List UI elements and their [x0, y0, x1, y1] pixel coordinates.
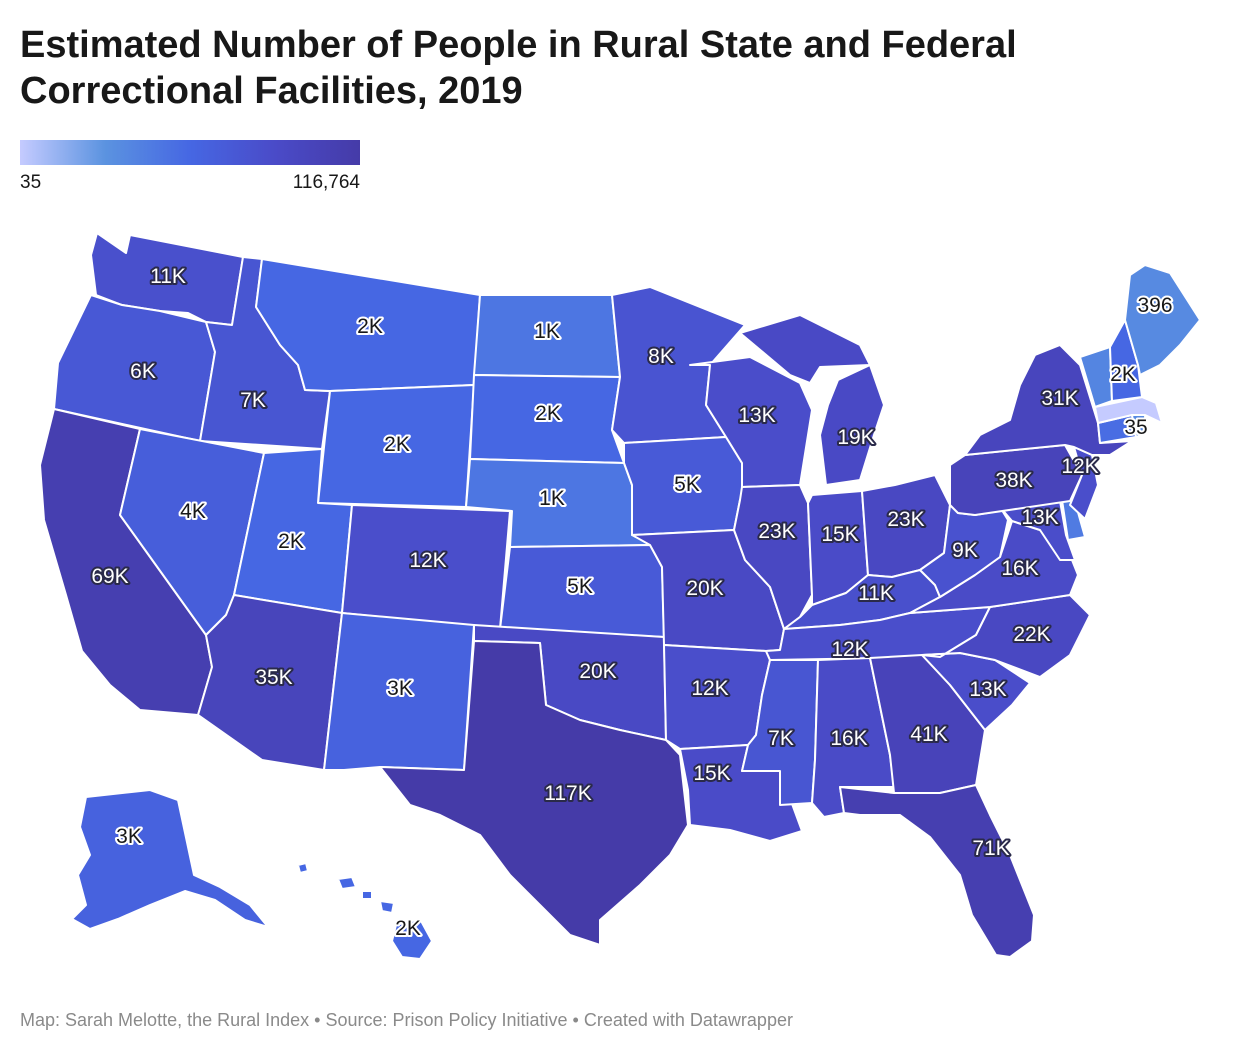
label-al: 16K: [830, 727, 867, 750]
label-ar: 12K: [691, 677, 728, 700]
label-mi: 19K: [837, 426, 874, 449]
state-me[interactable]: [1124, 264, 1201, 376]
label-or: 6K: [130, 360, 156, 383]
legend-gradient-bar: [20, 140, 360, 165]
state-wa[interactable]: [90, 232, 244, 326]
label-ma: 35: [1124, 416, 1147, 439]
state-ma[interactable]: [1094, 396, 1163, 424]
label-nj: 12K: [1061, 455, 1098, 478]
label-tn: 12K: [831, 638, 868, 661]
label-tx: 117K: [544, 782, 592, 805]
label-id: 7K: [240, 389, 266, 412]
label-mt: 2K: [357, 315, 383, 338]
label-wy: 2K: [384, 433, 410, 456]
label-hi: 2K: [395, 917, 421, 940]
state-ak[interactable]: [71, 789, 269, 930]
label-ca: 69K: [91, 565, 128, 588]
state-fl[interactable]: [839, 784, 1035, 958]
state-value-labels: 11K 6K 69K 7K 4K 2K 2K 2K 35K 12K 3K 1K …: [89, 263, 1174, 942]
state-sd[interactable]: [469, 374, 625, 464]
label-ok: 20K: [579, 660, 616, 683]
legend-min-label: 35: [20, 172, 42, 193]
chart-title: Estimated Number of People in Rural Stat…: [20, 24, 1017, 112]
label-me: 396: [1137, 294, 1172, 317]
label-md: 13K: [1021, 506, 1058, 529]
label-ak: 3K: [116, 825, 142, 848]
label-ky: 11K: [858, 582, 894, 605]
state-tx[interactable]: [379, 640, 689, 946]
label-in: 15K: [821, 523, 858, 546]
label-nm: 3K: [387, 677, 413, 700]
state-nh[interactable]: [1109, 319, 1143, 402]
label-ne: 1K: [539, 487, 565, 510]
label-ia: 5K: [674, 473, 700, 496]
label-mn: 8K: [648, 345, 674, 368]
label-ks: 5K: [567, 575, 593, 598]
label-fl: 71K: [972, 837, 1009, 860]
label-nh: 2K: [1110, 363, 1136, 386]
label-wi: 13K: [738, 404, 775, 427]
source-footer: Map: Sarah Melotte, the Rural Index • So…: [20, 1010, 793, 1030]
state-nc[interactable]: [921, 594, 1091, 678]
label-nv: 4K: [180, 500, 206, 523]
us-choropleth-map: 11K 6K 69K 7K 4K 2K 2K 2K 35K 12K 3K 1K …: [39, 232, 1201, 960]
label-wa: 11K: [150, 265, 186, 288]
label-wv: 9K: [952, 539, 978, 562]
label-va: 16K: [1001, 557, 1038, 580]
label-ms: 7K: [768, 727, 794, 750]
label-co: 12K: [409, 549, 446, 572]
label-sd: 2K: [535, 402, 561, 425]
state-hi[interactable]: [297, 862, 433, 960]
state-mi[interactable]: [739, 314, 885, 486]
label-sc: 13K: [969, 678, 1006, 701]
label-pa: 38K: [995, 469, 1032, 492]
label-az: 35K: [255, 666, 292, 689]
label-il: 23K: [758, 520, 795, 543]
state-wv[interactable]: [919, 504, 1009, 598]
label-ny: 31K: [1041, 387, 1078, 410]
label-mo: 20K: [686, 577, 723, 600]
label-oh: 23K: [887, 508, 924, 531]
label-la: 15K: [693, 762, 730, 785]
legend-max-label: 116,764: [292, 172, 360, 193]
state-shapes: [39, 232, 1201, 960]
label-nc: 22K: [1013, 623, 1050, 646]
label-ga: 41K: [910, 723, 947, 746]
label-ut: 2K: [278, 530, 304, 553]
color-legend: 35 116,764: [20, 140, 360, 200]
label-nd: 1K: [534, 320, 560, 343]
